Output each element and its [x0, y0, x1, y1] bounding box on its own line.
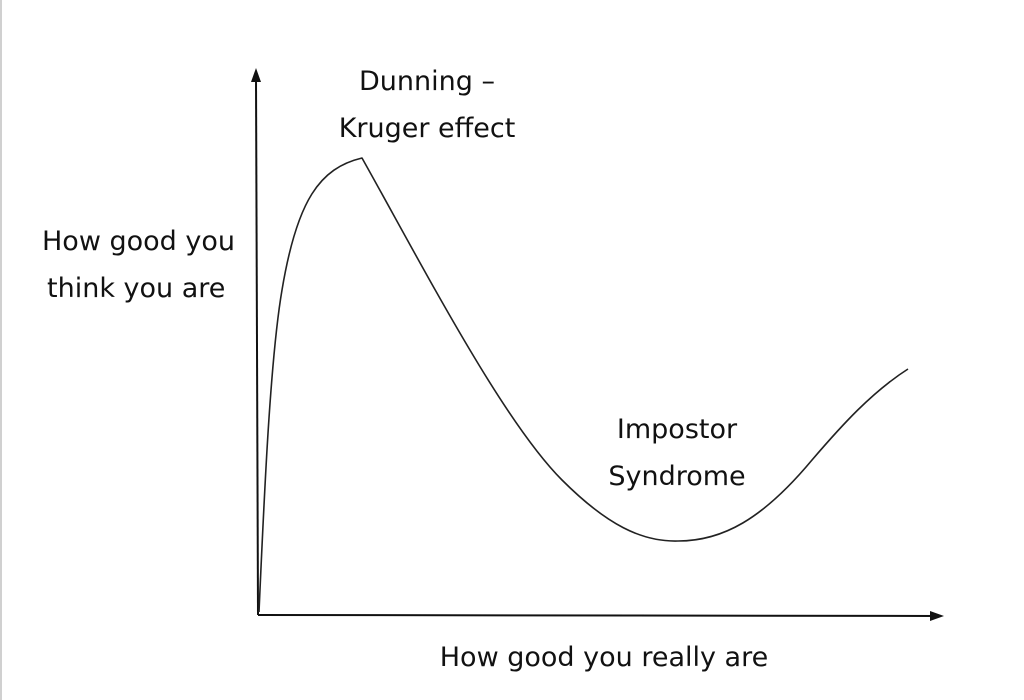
- y-axis-arrowhead: [251, 68, 261, 82]
- x-axis-arrowhead: [930, 611, 944, 621]
- valley-annotation-line-2: Syndrome: [608, 461, 746, 492]
- peak-annotation-line-1: Dunning –: [359, 66, 495, 97]
- x-axis: [257, 614, 937, 617]
- peak-annotation: Dunning – Kruger effect: [302, 58, 552, 152]
- y-axis-label: How good you think you are: [42, 218, 252, 312]
- valley-annotation: Impostor Syndrome: [577, 406, 777, 500]
- x-axis-label: How good you really are: [439, 642, 769, 673]
- peak-annotation-line-2: Kruger effect: [338, 113, 516, 144]
- y-axis-label-line-2: think you are: [47, 273, 226, 304]
- y-axis-label-line-1: How good you: [42, 226, 235, 257]
- confidence-curve: [258, 157, 909, 613]
- y-axis: [255, 77, 259, 616]
- valley-annotation-line-1: Impostor: [616, 414, 738, 445]
